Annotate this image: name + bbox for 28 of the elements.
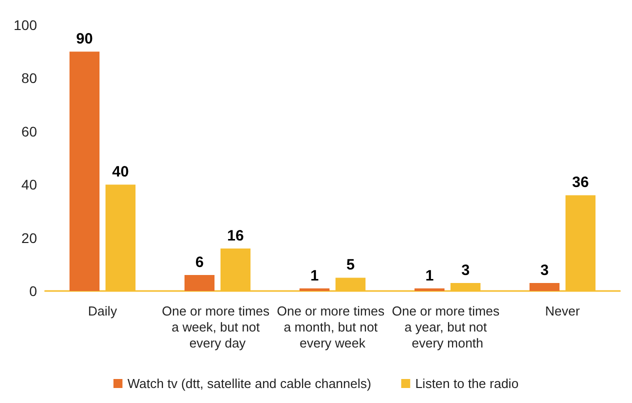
bar <box>300 288 330 291</box>
y-tick-label: 20 <box>21 230 38 246</box>
legend-label: Listen to the radio <box>415 376 519 391</box>
bar <box>70 52 100 291</box>
bar <box>184 275 214 291</box>
data-label: 1 <box>310 267 319 284</box>
x-tick-label: Never <box>545 304 581 318</box>
x-tick-label: One or more times a week, but not every day <box>162 304 274 350</box>
bar <box>414 288 444 291</box>
data-label: 1 <box>425 267 434 284</box>
y-tick-label: 80 <box>21 70 38 86</box>
data-label: 40 <box>112 164 129 181</box>
y-tick-label: 40 <box>21 176 38 193</box>
x-tick-label: One or more times a month, but not every week <box>276 304 388 350</box>
legend-label: Watch tv (dtt, satellite and cable channels) <box>127 376 372 391</box>
y-tick-label: 60 <box>21 123 38 140</box>
y-tick-label: 100 <box>14 17 38 33</box>
data-label: 90 <box>76 30 93 48</box>
data-label: 6 <box>195 254 204 272</box>
data-label: 5 <box>346 256 355 274</box>
data-label: 3 <box>540 262 549 280</box>
data-label: 36 <box>572 174 589 192</box>
y-tick-label: 0 <box>29 283 38 299</box>
x-tick-label: One or more times a year, but not every month <box>392 304 504 350</box>
x-tick-label: Daily <box>88 304 118 318</box>
bar <box>530 283 560 291</box>
data-label: 3 <box>461 262 470 280</box>
data-label: 16 <box>227 227 244 244</box>
